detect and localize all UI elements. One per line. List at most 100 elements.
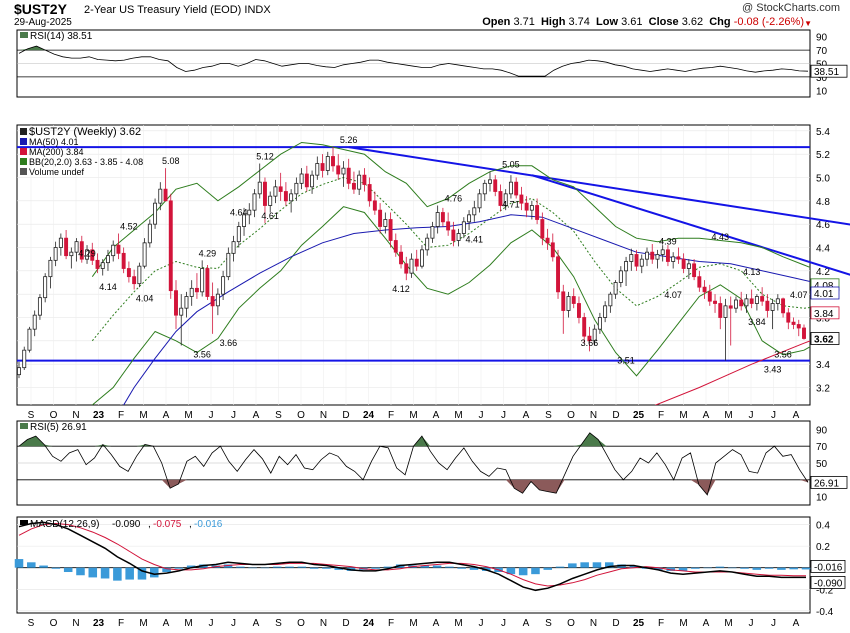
x-label-macd: J — [749, 618, 754, 629]
macd-legend-sep: , — [148, 519, 151, 530]
price-tag-box — [810, 332, 840, 345]
candle-body — [351, 182, 356, 190]
candle-body — [404, 263, 409, 274]
price-annotation: 4.71 — [502, 199, 520, 209]
price-annotation: 4.07 — [790, 290, 808, 300]
macd-tag-box — [810, 576, 846, 589]
x-label-price: S — [545, 410, 552, 421]
candle-body — [32, 314, 37, 330]
x-label-price: F — [388, 410, 394, 421]
candle-body — [529, 205, 534, 211]
x-label-price: N — [320, 410, 327, 421]
x-label-macd: F — [118, 618, 124, 629]
macd-hist-bar — [334, 567, 343, 570]
macd-hist-bar — [777, 567, 786, 570]
x-label-price: M — [454, 410, 462, 421]
x-label-price: J — [749, 410, 754, 421]
price-annotation: 4.29 — [78, 248, 96, 258]
price-annotation: 3.66 — [220, 338, 238, 348]
price-annotation: 4.64 — [230, 208, 248, 218]
x-label-price: M — [139, 410, 147, 421]
macd-hist-bar — [543, 567, 553, 570]
macd-hist-bar — [752, 567, 762, 570]
candle-body — [153, 202, 158, 225]
candle-body — [210, 296, 215, 307]
macd-hist-bar — [88, 567, 98, 578]
rsi5-legend: RSI(5) 26.91 — [30, 422, 87, 433]
price-tag-box — [810, 306, 840, 320]
candle-body — [53, 247, 58, 261]
candle-body — [435, 212, 440, 227]
macd-hist-bar — [137, 567, 147, 580]
macd-hist-bar — [63, 567, 73, 573]
open-value: 3.71 — [513, 16, 535, 28]
rsi5-oversold-fill — [19, 479, 808, 495]
candle-body — [571, 296, 576, 304]
candle-body — [508, 181, 513, 195]
down-arrow-icon: ▼ — [804, 19, 812, 28]
price-annotation: 4.12 — [392, 284, 410, 294]
candle-body — [728, 305, 733, 309]
price-legend-0: $UST2Y (Weekly) 3.62 — [29, 126, 141, 138]
x-label-macd: 25 — [633, 618, 645, 629]
price-annotation: 5.05 — [502, 160, 520, 170]
candle-body — [519, 194, 524, 204]
x-label-macd: A — [523, 618, 530, 629]
ma200-line — [654, 340, 810, 405]
candle-body — [399, 251, 403, 265]
macd-hist-bar — [272, 566, 282, 568]
candle-body — [702, 286, 707, 293]
macd-hist-bar — [789, 567, 798, 570]
x-label-price: F — [658, 410, 664, 421]
candle-body — [676, 256, 681, 260]
x-label-price: A — [703, 410, 710, 421]
price-annotation: 4.39 — [659, 237, 677, 247]
price-legend-swatch — [20, 148, 27, 155]
close-label: Close — [648, 16, 679, 28]
candle-body — [665, 249, 670, 262]
x-label-price: D — [342, 410, 349, 421]
x-label-price: A — [433, 410, 440, 421]
price-tick-label: 5.0 — [816, 174, 830, 185]
candle-body — [488, 179, 492, 184]
price-tick-label: 3.2 — [816, 384, 830, 395]
candle-body — [781, 298, 786, 314]
candle-body — [304, 173, 309, 188]
x-label-macd: J — [209, 618, 214, 629]
candle-body — [592, 328, 597, 342]
price-lines-group — [17, 141, 810, 405]
macd-hist-bar — [666, 567, 676, 571]
macd-legend-label: MACD(12,26,9) — [30, 519, 99, 530]
candle-body — [561, 291, 566, 311]
candle-body — [367, 184, 372, 202]
candle-body — [100, 262, 105, 269]
macd-hist-bar — [764, 567, 774, 569]
macd-tag-text: -0.016 — [814, 562, 843, 573]
macd-hist-bar — [555, 566, 565, 568]
candle-body — [27, 328, 32, 351]
candle-body — [681, 258, 686, 269]
macd-hist-bar — [125, 567, 134, 580]
candle-body — [294, 182, 299, 195]
candle-body — [577, 303, 581, 318]
price-annotation: 4.41 — [466, 234, 484, 244]
candle-body — [414, 258, 419, 267]
candle-body — [524, 202, 529, 211]
price-annotation: 5.08 — [162, 156, 180, 166]
price-tag-text: 3.62 — [814, 335, 834, 346]
candle-body — [226, 252, 231, 278]
candle-body — [315, 163, 320, 176]
close-value: 3.62 — [681, 16, 704, 28]
rsi5-tick-label: 90 — [816, 425, 828, 436]
macd-legend-signal: -0.075 — [153, 519, 182, 530]
low-label: Low — [596, 16, 619, 28]
candle-body — [48, 259, 53, 278]
high-label: High — [540, 16, 566, 28]
candle-body — [697, 276, 702, 288]
macd-hist-bar — [260, 567, 270, 569]
candle-body — [289, 193, 294, 202]
macd-tag-text: -0.090 — [814, 578, 843, 589]
rsi5-legend-swatch — [20, 423, 28, 429]
candle-body — [142, 242, 147, 267]
